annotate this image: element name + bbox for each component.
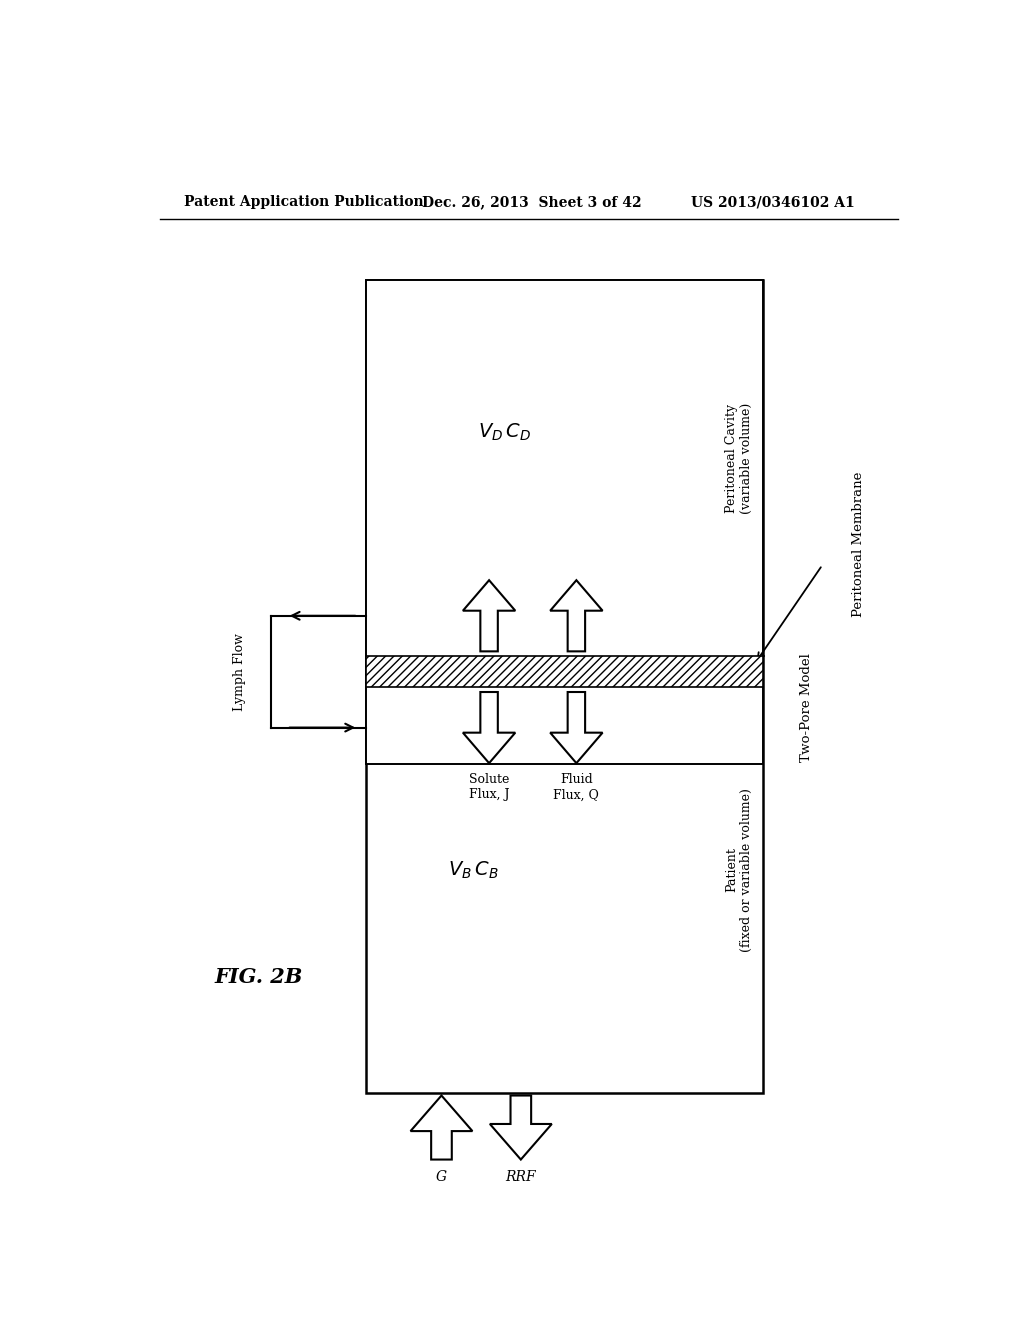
Polygon shape (550, 581, 602, 651)
Text: Patent Application Publication: Patent Application Publication (183, 195, 423, 209)
Text: Fluid
Flux, Q: Fluid Flux, Q (553, 774, 599, 801)
Text: RRF: RRF (506, 1170, 537, 1184)
Text: Lymph Flow: Lymph Flow (232, 632, 246, 710)
Text: Dec. 26, 2013  Sheet 3 of 42: Dec. 26, 2013 Sheet 3 of 42 (422, 195, 641, 209)
Polygon shape (550, 692, 602, 763)
Text: $\mathit{V}_B\,\mathit{C}_B$: $\mathit{V}_B\,\mathit{C}_B$ (447, 859, 499, 880)
Polygon shape (463, 692, 515, 763)
Polygon shape (463, 581, 515, 651)
Text: Peritoneal Cavity
(variable volume): Peritoneal Cavity (variable volume) (725, 403, 753, 513)
Text: Patient
(fixed or variable volume): Patient (fixed or variable volume) (725, 788, 753, 952)
Polygon shape (489, 1096, 552, 1159)
Bar (367, 280, 763, 764)
Bar (367, 656, 763, 686)
Text: $\mathit{V}_D\,\mathit{C}_D$: $\mathit{V}_D\,\mathit{C}_D$ (478, 422, 531, 444)
Text: Peritoneal Membrane: Peritoneal Membrane (852, 473, 864, 618)
Text: Solute
Flux, J: Solute Flux, J (469, 774, 509, 801)
Text: G: G (436, 1170, 447, 1184)
Polygon shape (411, 1096, 472, 1159)
Text: FIG. 2B: FIG. 2B (215, 966, 303, 986)
Text: US 2013/0346102 A1: US 2013/0346102 A1 (691, 195, 855, 209)
Text: Two-Pore Model: Two-Pore Model (800, 653, 813, 762)
Bar (367, 280, 763, 1093)
